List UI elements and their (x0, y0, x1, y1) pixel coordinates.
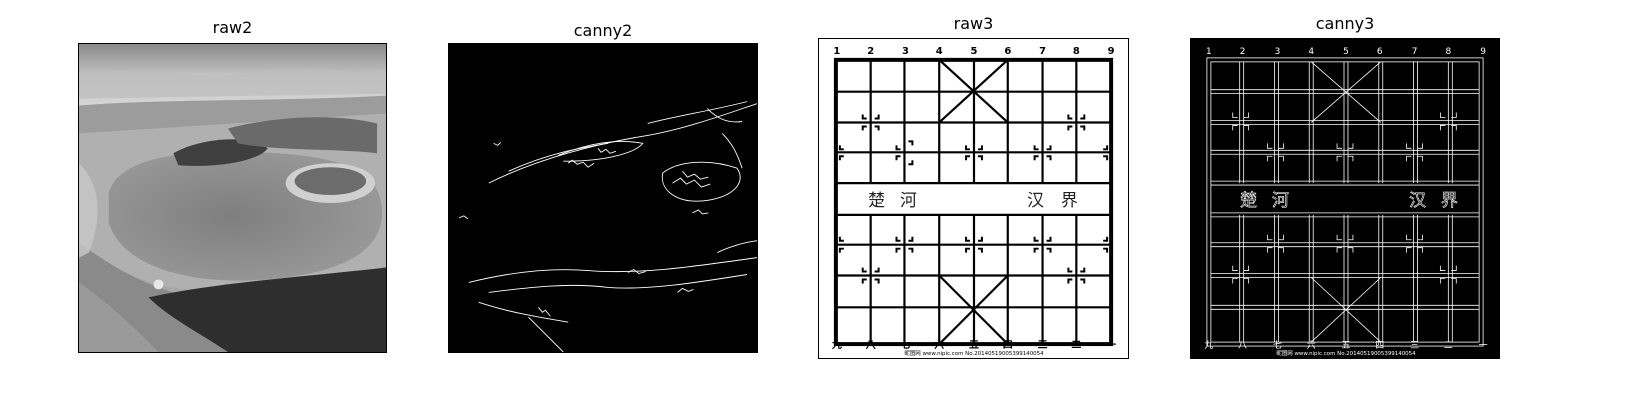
board-top-number-9: 9 (1108, 46, 1115, 57)
board-bottom-number-1: 九 (831, 338, 842, 351)
board-bottom-numbers: 九八七六五四三二一 (831, 338, 1116, 351)
board-bottom-number-2: 八 (865, 339, 877, 351)
board-top-number-2: 2 (867, 46, 874, 57)
panel-title: canny3 (1315, 14, 1375, 33)
board-top-number-4: 4 (936, 46, 943, 57)
raw-aerial-image (78, 43, 387, 353)
canny-board-bottom-number-3: 七 (1273, 340, 1282, 351)
canny-board-bottom-number-9: 一 (1479, 341, 1488, 351)
canny-river-label-left-1: 楚 (1240, 190, 1257, 210)
canny-board-top-number-2: 2 (1240, 47, 1246, 57)
river-label-left-1: 楚 (868, 190, 885, 210)
canny-board-bottom-number-4: 六 (1307, 339, 1316, 351)
canny-board-top-number-7: 7 (1412, 47, 1418, 57)
board-top-number-1: 1 (833, 46, 840, 57)
river-label-right-1: 汉 (1027, 190, 1044, 210)
board-bottom-number-3: 七 (900, 338, 910, 351)
canny-board-bottom-number-1: 九 (1204, 340, 1213, 351)
canny-board-top-number-9: 9 (1480, 47, 1486, 57)
board-top-number-6: 6 (1004, 46, 1011, 57)
board-bottom-number-8: 二 (1071, 339, 1081, 351)
canny-board-bottom-number-2: 八 (1238, 341, 1247, 351)
panel-raw2: raw2 (78, 18, 387, 353)
panel-raw3: raw3 1 2 3 4 5 6 7 8 9 (818, 14, 1129, 359)
canny-board-top-number-1: 1 (1206, 47, 1212, 57)
canny-river-label-right-2: 界 (1441, 190, 1458, 210)
river-label-left-2: 河 (900, 190, 917, 210)
board-top-numbers: 1 2 3 4 5 6 7 8 9 (833, 46, 1114, 57)
canny-board-top-number-8: 8 (1445, 47, 1451, 57)
canny-board-top-number-3: 3 (1275, 47, 1281, 57)
canny-edge-image (448, 43, 758, 353)
board-top-number-8: 8 (1073, 46, 1080, 57)
canny-board-bottom-numbers: 九八七六五四三二一 (1204, 339, 1487, 351)
canny-board-image: 楚 河 汉 界 1 2 3 4 5 6 7 8 9 九 八 七 六 五 四 三 二 一 昵图网 www.nipi… (1190, 38, 1500, 359)
panel-canny3: canny3 (1190, 14, 1500, 359)
board-top-number-3: 3 (902, 46, 909, 57)
canny-board-top-number-5: 5 (1343, 47, 1349, 57)
canny-board-footer-text: 昵图网 www.nipic.com No.2014051900539914005… (1276, 349, 1416, 357)
board-bottom-number-4: 六 (934, 338, 944, 351)
board-footer-text: 昵图网 www.nipic.com No.2014051900539914005… (904, 349, 1044, 357)
panel-title: raw3 (953, 14, 994, 33)
canny-board-bottom-number-5: 五 (1342, 341, 1351, 351)
board-bottom-number-7: 三 (1038, 339, 1048, 351)
board-bottom-number-6: 四 (1003, 339, 1013, 351)
board-bottom-number-5: 五 (969, 339, 979, 351)
canny-board-bottom-number-7: 三 (1410, 341, 1419, 351)
board-top-number-5: 5 (971, 46, 978, 57)
panel-canny2: canny2 (448, 18, 758, 353)
board-bottom-number-9: 一 (1106, 340, 1116, 351)
river-label-right-2: 界 (1061, 190, 1078, 210)
canny-board-top-numbers: 1 2 3 4 5 6 7 8 9 (1206, 47, 1486, 57)
panel-title: canny2 (573, 21, 633, 40)
canny-board-bottom-number-8: 二 (1444, 341, 1453, 351)
canny-board-bottom-number-6: 四 (1375, 341, 1384, 351)
canny-board-top-number-4: 4 (1308, 47, 1314, 57)
panel-title: raw2 (212, 18, 253, 37)
board-top-number-7: 7 (1039, 46, 1046, 57)
canny-river-label-left-2: 河 (1272, 190, 1289, 210)
canny-board-top-number-6: 6 (1377, 47, 1383, 57)
canny-river-label-right-1: 汉 (1409, 190, 1426, 210)
raw-board-image: 1 2 3 4 5 6 7 8 9 (818, 38, 1129, 359)
